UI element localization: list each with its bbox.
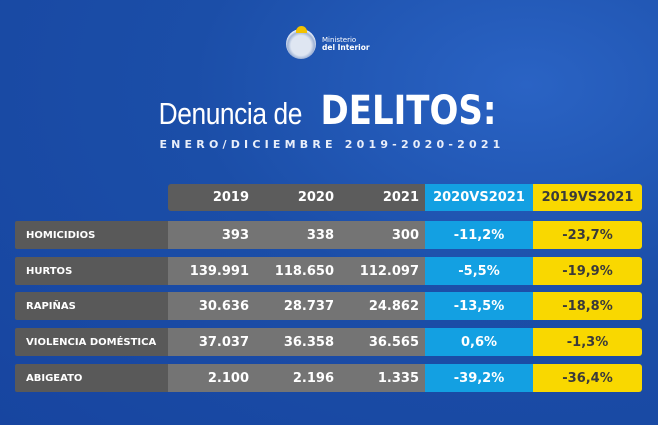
table-row: RAPIÑAS 30.636 28.737 24.862 -13,5% -18,8% — [15, 292, 642, 320]
value-2021: 300 — [340, 221, 425, 249]
table-header: 2019 2020 2021 2020VS2021 2019VS2021 — [168, 184, 642, 211]
title-bold: DELITOS: — [320, 88, 497, 134]
value-2021: 1.335 — [340, 364, 425, 392]
row-label: HOMICIDIOS — [15, 221, 168, 249]
change-2019vs2021: -18,8% — [533, 292, 642, 320]
value-2019: 30.636 — [168, 292, 255, 320]
logo-text: Ministerio del Interior — [322, 36, 370, 52]
change-2020vs2021: -11,2% — [425, 221, 533, 249]
header-2021: 2021 — [340, 184, 425, 211]
value-2019: 2.100 — [168, 364, 255, 392]
page-title: Denuncia de DELITOS: — [0, 88, 658, 134]
change-2019vs2021: -23,7% — [533, 221, 642, 249]
value-2021: 112.097 — [340, 257, 425, 285]
coat-of-arms-icon — [286, 26, 316, 59]
value-2021: 24.862 — [340, 292, 425, 320]
ministry-logo: Ministerio del Interior — [286, 26, 370, 59]
table-row: HOMICIDIOS 393 338 300 -11,2% -23,7% — [15, 221, 642, 249]
header-2020: 2020 — [255, 184, 340, 211]
table-row: ABIGEATO 2.100 2.196 1.335 -39,2% -36,4% — [15, 364, 642, 392]
header-2020vs2021: 2020VS2021 — [425, 184, 533, 211]
row-label: ABIGEATO — [15, 364, 168, 392]
change-2020vs2021: -13,5% — [425, 292, 533, 320]
title-light: Denuncia de — [158, 96, 302, 131]
logo-line1: Ministerio — [322, 36, 357, 44]
change-2019vs2021: -19,9% — [533, 257, 642, 285]
table-row: HURTOS 139.991 118.650 112.097 -5,5% -19,9% — [15, 257, 642, 285]
change-2019vs2021: -36,4% — [533, 364, 642, 392]
value-2020: 36.358 — [255, 328, 340, 356]
row-label: RAPIÑAS — [15, 292, 168, 320]
value-2019: 393 — [168, 221, 255, 249]
value-2020: 338 — [255, 221, 340, 249]
value-2019: 37.037 — [168, 328, 255, 356]
header-2019vs2021: 2019VS2021 — [533, 184, 642, 211]
subtitle: ENERO/DICIEMBRE 2019-2020-2021 — [159, 138, 505, 151]
logo-line2: del Interior — [322, 43, 370, 52]
value-2020: 2.196 — [255, 364, 340, 392]
change-2020vs2021: -5,5% — [425, 257, 533, 285]
change-2020vs2021: 0,6% — [425, 328, 533, 356]
value-2021: 36.565 — [340, 328, 425, 356]
row-label: HURTOS — [15, 257, 168, 285]
table-row: VIOLENCIA DOMÉSTICA 37.037 36.358 36.565 0,6… — [15, 328, 642, 356]
value-2020: 118.650 — [255, 257, 340, 285]
row-label: VIOLENCIA DOMÉSTICA — [15, 328, 168, 356]
change-2019vs2021: -1,3% — [533, 328, 642, 356]
value-2020: 28.737 — [255, 292, 340, 320]
change-2020vs2021: -39,2% — [425, 364, 533, 392]
value-2019: 139.991 — [168, 257, 255, 285]
header-2019: 2019 — [168, 184, 255, 211]
